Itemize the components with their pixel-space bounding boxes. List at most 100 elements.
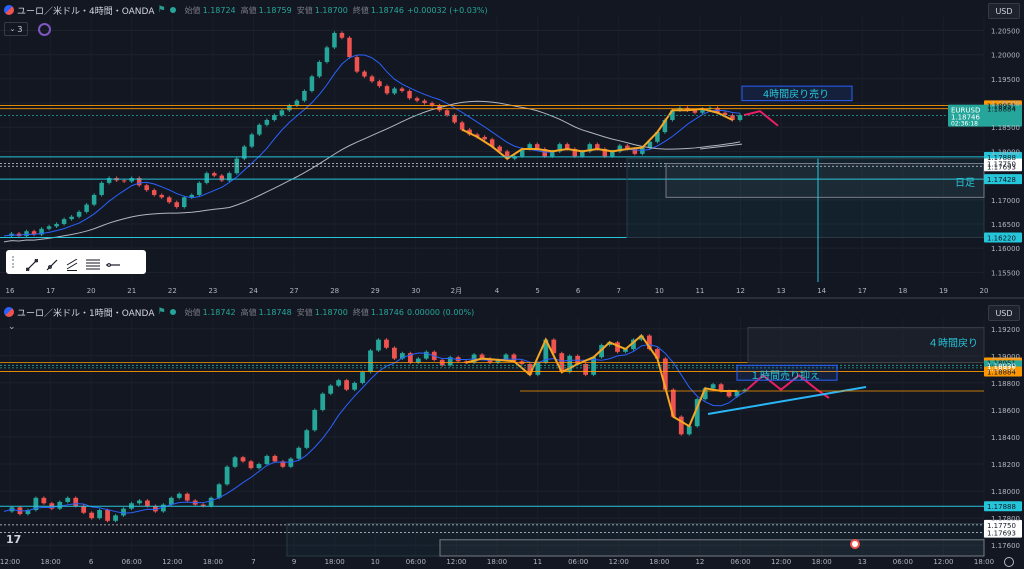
bottom-symbol-title[interactable]: ユーロ／米ドル・1時間・OANDA — [17, 306, 154, 319]
y-axis-tick-label: 1.16000 — [991, 245, 1020, 253]
x-axis-tick-label: 23 — [208, 287, 217, 295]
price-pane — [0, 16, 1022, 282]
candle-body — [169, 498, 174, 505]
candle-body — [62, 219, 67, 224]
chevron-down-icon[interactable]: ⌄ — [8, 322, 16, 332]
x-axis-tick-label: 9 — [292, 558, 296, 566]
x-axis-tick-label: 18:00 — [812, 558, 832, 566]
y-axis-tick-label: 1.20000 — [991, 52, 1020, 60]
y-axis-tick-label: 1.18400 — [991, 434, 1020, 442]
candle-body — [84, 205, 89, 212]
annotation-label: 日足 — [955, 177, 975, 189]
candle-body — [137, 501, 142, 504]
ohlc-label: 安値 — [297, 307, 313, 318]
ohlc-value: 1.18700 — [315, 308, 348, 317]
currency-selector[interactable]: USD — [988, 3, 1020, 19]
ray-icon[interactable] — [46, 256, 58, 268]
ohlc-value: 1.18742 — [203, 308, 236, 317]
y-axis-tick-label: 1.18600 — [991, 407, 1020, 415]
indicator-count-toggle[interactable]: ⌄ 3 — [4, 22, 28, 36]
candle-body — [320, 394, 325, 410]
candle-body — [368, 350, 373, 372]
candle-body — [711, 384, 716, 388]
x-axis-tick-label: 22 — [168, 287, 177, 295]
candle-body — [113, 515, 118, 520]
x-axis-tick-label: 29 — [371, 287, 380, 295]
x-axis-tick-label: 06:00 — [893, 558, 913, 566]
annotation-label: ４時間戻り — [928, 336, 978, 349]
candle-body — [304, 430, 309, 448]
moving-average-line — [4, 345, 745, 513]
x-axis-tick-label: 12 — [736, 287, 745, 295]
candle-body — [167, 197, 172, 202]
annotation-label: １時間売り抑え — [750, 369, 820, 382]
price-axis-label-text: 02:36:18 — [951, 121, 978, 128]
ohlc-label: 高値 — [241, 5, 257, 16]
price-axis-label-text: 1.17888 — [987, 503, 1016, 511]
candle-body — [185, 494, 190, 501]
drag-handle-icon[interactable] — [12, 256, 18, 268]
object-tree-icon[interactable] — [38, 23, 51, 36]
x-axis-tick-label: 19 — [939, 287, 948, 295]
candle-body — [362, 72, 367, 77]
y-axis-tick-label: 1.17000 — [991, 197, 1020, 205]
candle-body — [400, 89, 405, 91]
candle-body — [182, 197, 187, 207]
x-axis-tick-label: 18:00 — [974, 558, 994, 566]
price-pane — [0, 0, 1022, 556]
ohlc-value: 1.18759 — [259, 6, 292, 15]
candle-body — [482, 137, 487, 139]
candle-body — [122, 180, 127, 181]
candle-body — [41, 498, 46, 503]
y-axis-tick-label: 1.15500 — [991, 269, 1020, 277]
economic-event-icon[interactable] — [850, 539, 860, 549]
zone-box — [440, 540, 984, 556]
price-axis-label-text: 1.17428 — [987, 176, 1016, 184]
candle-body — [177, 494, 182, 498]
horizontal-line-icon[interactable] — [106, 256, 118, 268]
drawing-toolbar — [6, 250, 146, 274]
settings-icon[interactable] — [1004, 557, 1014, 567]
candle-body — [287, 105, 292, 110]
top-symbol-title[interactable]: ユーロ／米ドル・4時間・OANDA — [17, 4, 154, 17]
y-axis-tick-label: 1.17600 — [991, 542, 1020, 550]
candle-body — [340, 33, 345, 38]
chevron-down-icon: ⌄ — [10, 25, 16, 33]
candle-body — [99, 183, 104, 195]
candle-body — [105, 510, 110, 521]
candle-body — [370, 76, 375, 81]
x-axis-tick-label: 7 — [617, 287, 621, 295]
candle-body — [152, 190, 157, 195]
change-value: +0.00032 (+0.03%) — [407, 6, 488, 15]
candle-body — [159, 195, 164, 197]
annotation-label: 4時間戻り売り — [763, 88, 829, 101]
candle-body — [225, 467, 230, 485]
y-axis-tick-label: 1.19200 — [991, 326, 1020, 334]
x-axis-tick-label: 20 — [87, 287, 96, 295]
candle-body — [332, 33, 337, 48]
candle-body — [174, 202, 179, 207]
y-axis-tick-label: 1.16500 — [991, 221, 1020, 229]
ohlc-label: 始値 — [185, 5, 201, 16]
currency-selector[interactable]: USD — [988, 305, 1020, 321]
flag-icon: ⚑ — [157, 307, 165, 317]
candle-body — [69, 217, 74, 219]
x-axis-tick-label: 18 — [898, 287, 907, 295]
price-axis-label-text: 1.18884 — [987, 106, 1016, 114]
symbol-icon — [4, 5, 14, 15]
trend-line-icon[interactable] — [26, 256, 38, 268]
candle-body — [54, 224, 59, 226]
x-axis-tick-label: 12:00 — [609, 558, 629, 566]
flag-icon: ⚑ — [157, 5, 165, 15]
x-axis-tick-label: 28 — [330, 287, 339, 295]
x-axis-tick-label: 18:00 — [649, 558, 669, 566]
channel-icon[interactable] — [66, 256, 78, 268]
candle-body — [89, 513, 94, 518]
x-axis-tick-label: 18:00 — [487, 558, 507, 566]
candle-body — [205, 173, 210, 183]
x-axis-tick-label: 18:00 — [40, 558, 60, 566]
x-axis-tick-label: 12:00 — [162, 558, 182, 566]
fib-retracement-icon[interactable] — [86, 256, 98, 268]
x-axis-tick-label: 11 — [695, 287, 704, 295]
